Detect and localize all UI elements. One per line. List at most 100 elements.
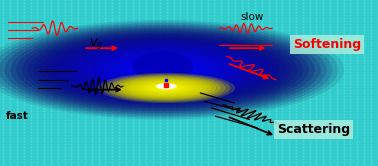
Point [102, 5, 108, 7]
Point [28, 2, 34, 4]
Point [96, 127, 102, 130]
Point [279, 103, 285, 106]
Point [157, 80, 163, 82]
Point [198, 130, 204, 133]
Point [211, 71, 217, 73]
Point [170, 14, 177, 16]
Point [347, 145, 353, 148]
Point [225, 41, 231, 43]
Point [218, 127, 224, 130]
Point [293, 2, 299, 4]
Point [96, 154, 102, 157]
Point [198, 41, 204, 43]
Point [164, 151, 170, 154]
Point [204, 112, 211, 115]
Point [232, 163, 238, 166]
Point [102, 23, 108, 25]
Point [191, 11, 197, 13]
Point [354, 88, 360, 91]
Point [245, 41, 251, 43]
Point [279, 142, 285, 145]
Point [150, 35, 156, 37]
Point [136, 59, 143, 61]
Point [211, 23, 217, 25]
Point [334, 157, 340, 160]
Point [41, 23, 47, 25]
Point [96, 163, 102, 166]
Point [82, 17, 88, 19]
Ellipse shape [51, 39, 274, 100]
Point [123, 88, 129, 91]
Point [0, 142, 6, 145]
Point [82, 142, 88, 145]
Point [361, 71, 367, 73]
Point [368, 0, 374, 1]
Point [123, 38, 129, 40]
Point [293, 127, 299, 130]
Point [150, 2, 156, 4]
Point [361, 103, 367, 106]
Point [75, 68, 81, 70]
Point [191, 160, 197, 163]
Point [293, 88, 299, 91]
Point [293, 94, 299, 97]
Point [21, 74, 27, 76]
Point [245, 14, 251, 16]
Point [307, 97, 313, 100]
Point [341, 77, 347, 79]
Point [150, 0, 156, 1]
Point [68, 121, 74, 124]
Point [170, 62, 177, 64]
Point [41, 160, 47, 163]
Point [375, 41, 378, 43]
Point [327, 136, 333, 139]
Point [273, 160, 279, 163]
Point [55, 151, 61, 154]
Point [313, 145, 319, 148]
Point [375, 14, 378, 16]
Point [143, 41, 149, 43]
Point [48, 50, 54, 52]
Point [375, 65, 378, 67]
Point [143, 148, 149, 151]
Point [164, 124, 170, 127]
Point [239, 80, 245, 82]
Point [96, 148, 102, 151]
Point [116, 136, 122, 139]
Point [347, 100, 353, 103]
Point [48, 130, 54, 133]
Point [170, 94, 177, 97]
Point [48, 59, 54, 61]
Point [239, 112, 245, 115]
Point [170, 115, 177, 118]
Point [225, 142, 231, 145]
Point [28, 38, 34, 40]
Point [184, 71, 190, 73]
Point [334, 88, 340, 91]
Point [313, 8, 319, 10]
Point [286, 139, 292, 142]
Point [102, 56, 108, 58]
Point [259, 157, 265, 160]
Point [375, 127, 378, 130]
Point [218, 35, 224, 37]
Point [102, 14, 108, 16]
Point [143, 11, 149, 13]
Point [191, 53, 197, 55]
Point [7, 163, 13, 166]
Point [327, 112, 333, 115]
Point [341, 88, 347, 91]
Point [7, 157, 13, 160]
Point [150, 145, 156, 148]
Point [320, 148, 326, 151]
Point [41, 91, 47, 94]
Point [266, 59, 272, 61]
Point [157, 148, 163, 151]
Point [123, 65, 129, 67]
Point [21, 124, 27, 127]
Point [7, 160, 13, 163]
Point [62, 133, 68, 136]
Point [211, 97, 217, 100]
Point [75, 41, 81, 43]
Point [300, 56, 306, 58]
